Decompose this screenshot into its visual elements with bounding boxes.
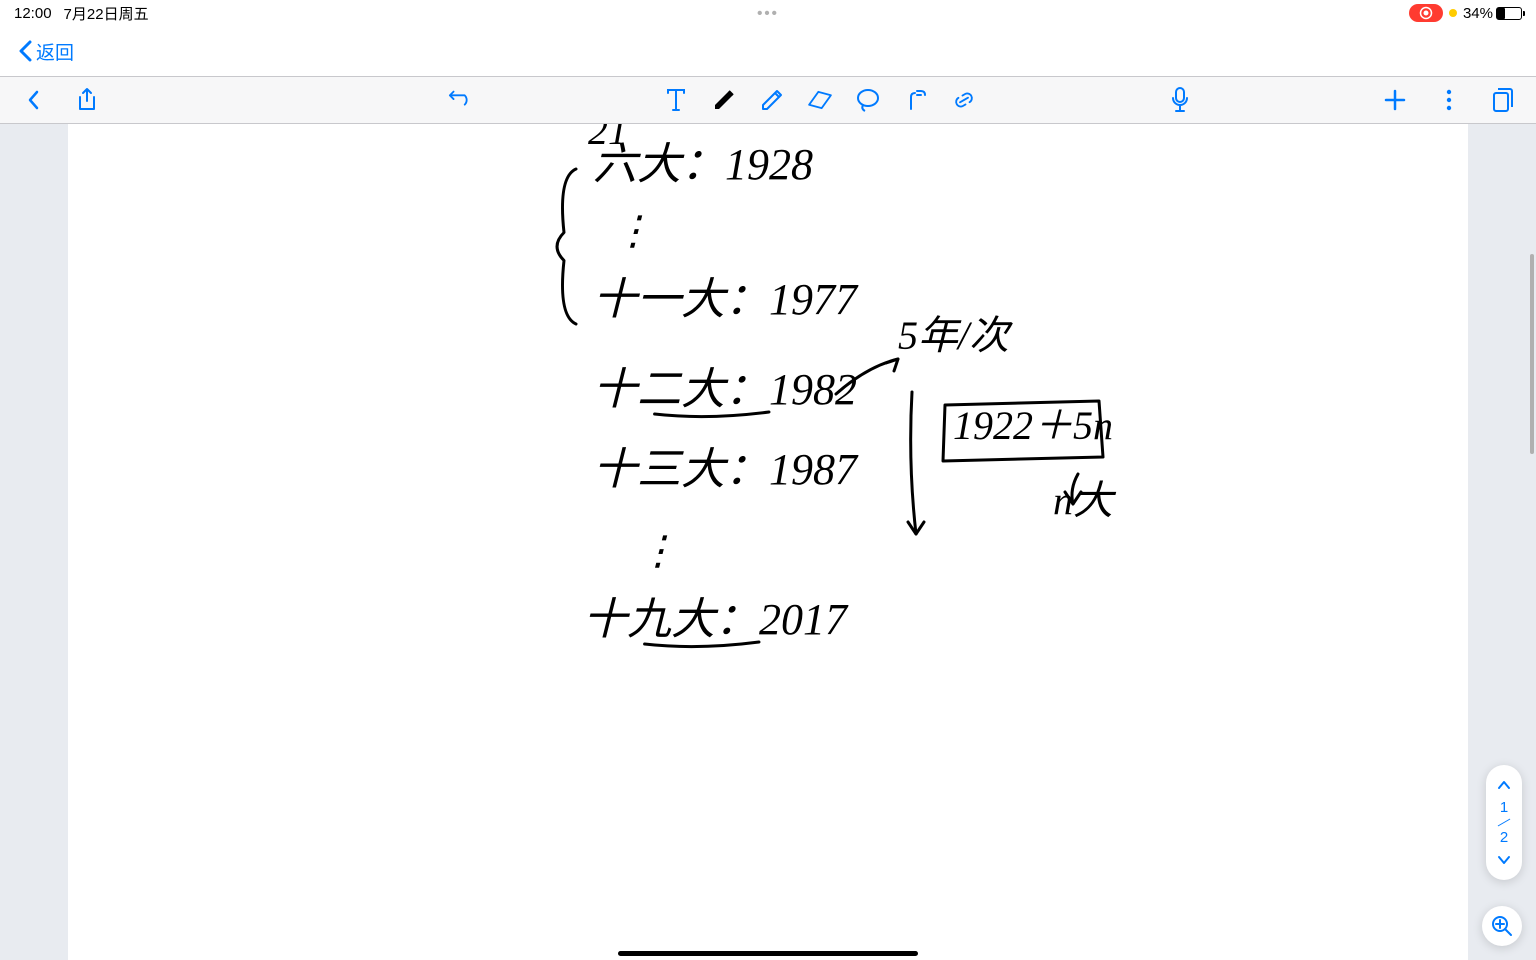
back-button[interactable]: 返回 <box>18 38 74 65</box>
battery-text: 34% <box>1463 5 1493 22</box>
toolbar-left <box>20 87 128 113</box>
screen-recording-pill[interactable] <box>1409 4 1443 22</box>
toolbar-tools <box>663 87 977 113</box>
prev-page-button[interactable] <box>20 87 46 113</box>
left-margin <box>0 124 68 960</box>
handwriting-layer: 21六大：1928⋮十一大：1977十二大：19825年/次1922＋5nn大十… <box>68 124 1468 960</box>
text-tool[interactable] <box>663 87 689 113</box>
status-left: 12:00 7月22日周五 <box>14 3 149 24</box>
undo-group <box>448 87 474 113</box>
toolbar-right <box>1382 87 1516 113</box>
battery-indicator: 34% <box>1463 5 1522 22</box>
svg-text:⋮: ⋮ <box>613 208 653 253</box>
workspace: 21六大：1928⋮十一大：1977十二大：19825年/次1922＋5nn大十… <box>0 124 1536 960</box>
location-indicator-dot <box>1449 9 1457 17</box>
svg-text:1922＋5n: 1922＋5n <box>953 403 1113 448</box>
chevron-left-icon <box>18 40 32 62</box>
status-time: 12:00 <box>14 5 52 22</box>
scroll-indicator[interactable] <box>1530 254 1534 454</box>
svg-text:十二大：1982: 十二大：1982 <box>593 365 857 414</box>
add-button[interactable] <box>1382 87 1408 113</box>
status-bar: 12:00 7月22日周五 ••• 34% <box>0 0 1536 26</box>
zoom-button[interactable] <box>1482 906 1522 946</box>
svg-text:十九大：2017: 十九大：2017 <box>583 595 849 644</box>
svg-text:5年/次: 5年/次 <box>898 313 1013 358</box>
page-navigator: 1 2 <box>1486 765 1522 880</box>
page-canvas[interactable]: 21六大：1928⋮十一大：1977十二大：19825年/次1922＋5nn大十… <box>68 124 1468 960</box>
eraser-tool[interactable] <box>807 87 833 113</box>
pen-tool[interactable] <box>711 87 737 113</box>
back-label: 返回 <box>36 38 74 65</box>
svg-text:n大: n大 <box>1053 478 1117 523</box>
status-right: 34% <box>1409 4 1522 22</box>
status-date: 7月22日周五 <box>64 3 149 24</box>
page-down-button[interactable] <box>1497 850 1511 870</box>
battery-icon <box>1496 7 1522 20</box>
page-up-button[interactable] <box>1497 775 1511 795</box>
shape-tool[interactable] <box>903 87 929 113</box>
svg-text:⋮: ⋮ <box>638 528 678 573</box>
pages-button[interactable] <box>1490 87 1516 113</box>
svg-text:六大：1928: 六大：1928 <box>593 140 813 189</box>
undo-button[interactable] <box>448 87 474 113</box>
toolbar <box>0 76 1536 124</box>
svg-text:十三大：1987: 十三大：1987 <box>593 445 859 494</box>
highlighter-tool[interactable] <box>759 87 785 113</box>
lasso-tool[interactable] <box>855 87 881 113</box>
mic-group <box>1167 87 1193 113</box>
link-tool[interactable] <box>951 87 977 113</box>
total-pages: 2 <box>1500 825 1508 850</box>
microphone-button[interactable] <box>1167 87 1193 113</box>
current-page: 1 <box>1500 795 1508 820</box>
more-menu-button[interactable] <box>1436 87 1462 113</box>
svg-text:十一大：1977: 十一大：1977 <box>593 275 859 324</box>
share-button[interactable] <box>74 87 100 113</box>
battery-fill <box>1497 8 1505 19</box>
home-indicator[interactable] <box>618 951 918 956</box>
multitask-dots[interactable]: ••• <box>757 5 779 22</box>
nav-bar: 返回 <box>0 26 1536 76</box>
